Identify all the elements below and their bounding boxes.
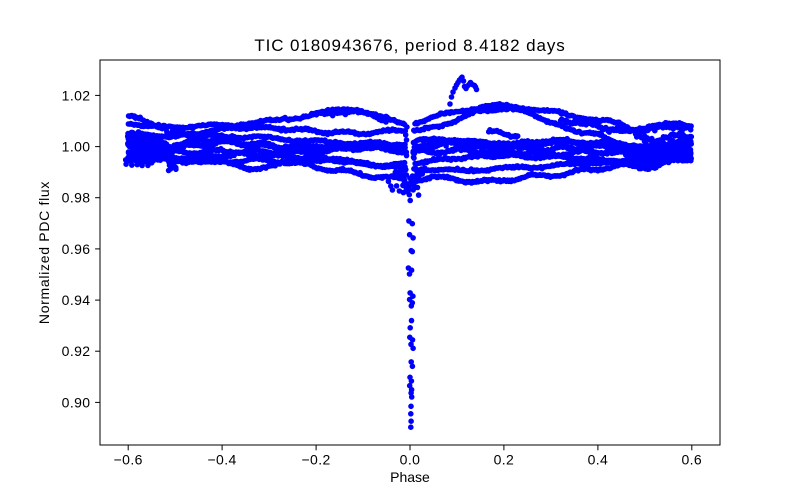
svg-text:0.4: 0.4 — [588, 452, 609, 468]
svg-text:Phase: Phase — [390, 469, 430, 485]
svg-text:0.94: 0.94 — [62, 292, 91, 308]
svg-text:0.90: 0.90 — [62, 394, 91, 410]
svg-text:0.98: 0.98 — [62, 190, 91, 206]
svg-text:1.02: 1.02 — [62, 87, 91, 103]
svg-text:0.2: 0.2 — [494, 452, 515, 468]
svg-text:−0.2: −0.2 — [301, 452, 330, 468]
svg-text:TIC 0180943676, period 8.4182: TIC 0180943676, period 8.4182 days — [254, 36, 565, 55]
svg-text:0.0: 0.0 — [400, 452, 421, 468]
svg-text:0.96: 0.96 — [62, 241, 91, 257]
svg-text:−0.6: −0.6 — [114, 452, 143, 468]
svg-text:0.6: 0.6 — [681, 452, 702, 468]
svg-text:Normalized PDC flux: Normalized PDC flux — [36, 181, 52, 324]
svg-text:−0.4: −0.4 — [207, 452, 236, 468]
svg-text:0.92: 0.92 — [62, 343, 91, 359]
svg-text:1.00: 1.00 — [62, 139, 91, 155]
